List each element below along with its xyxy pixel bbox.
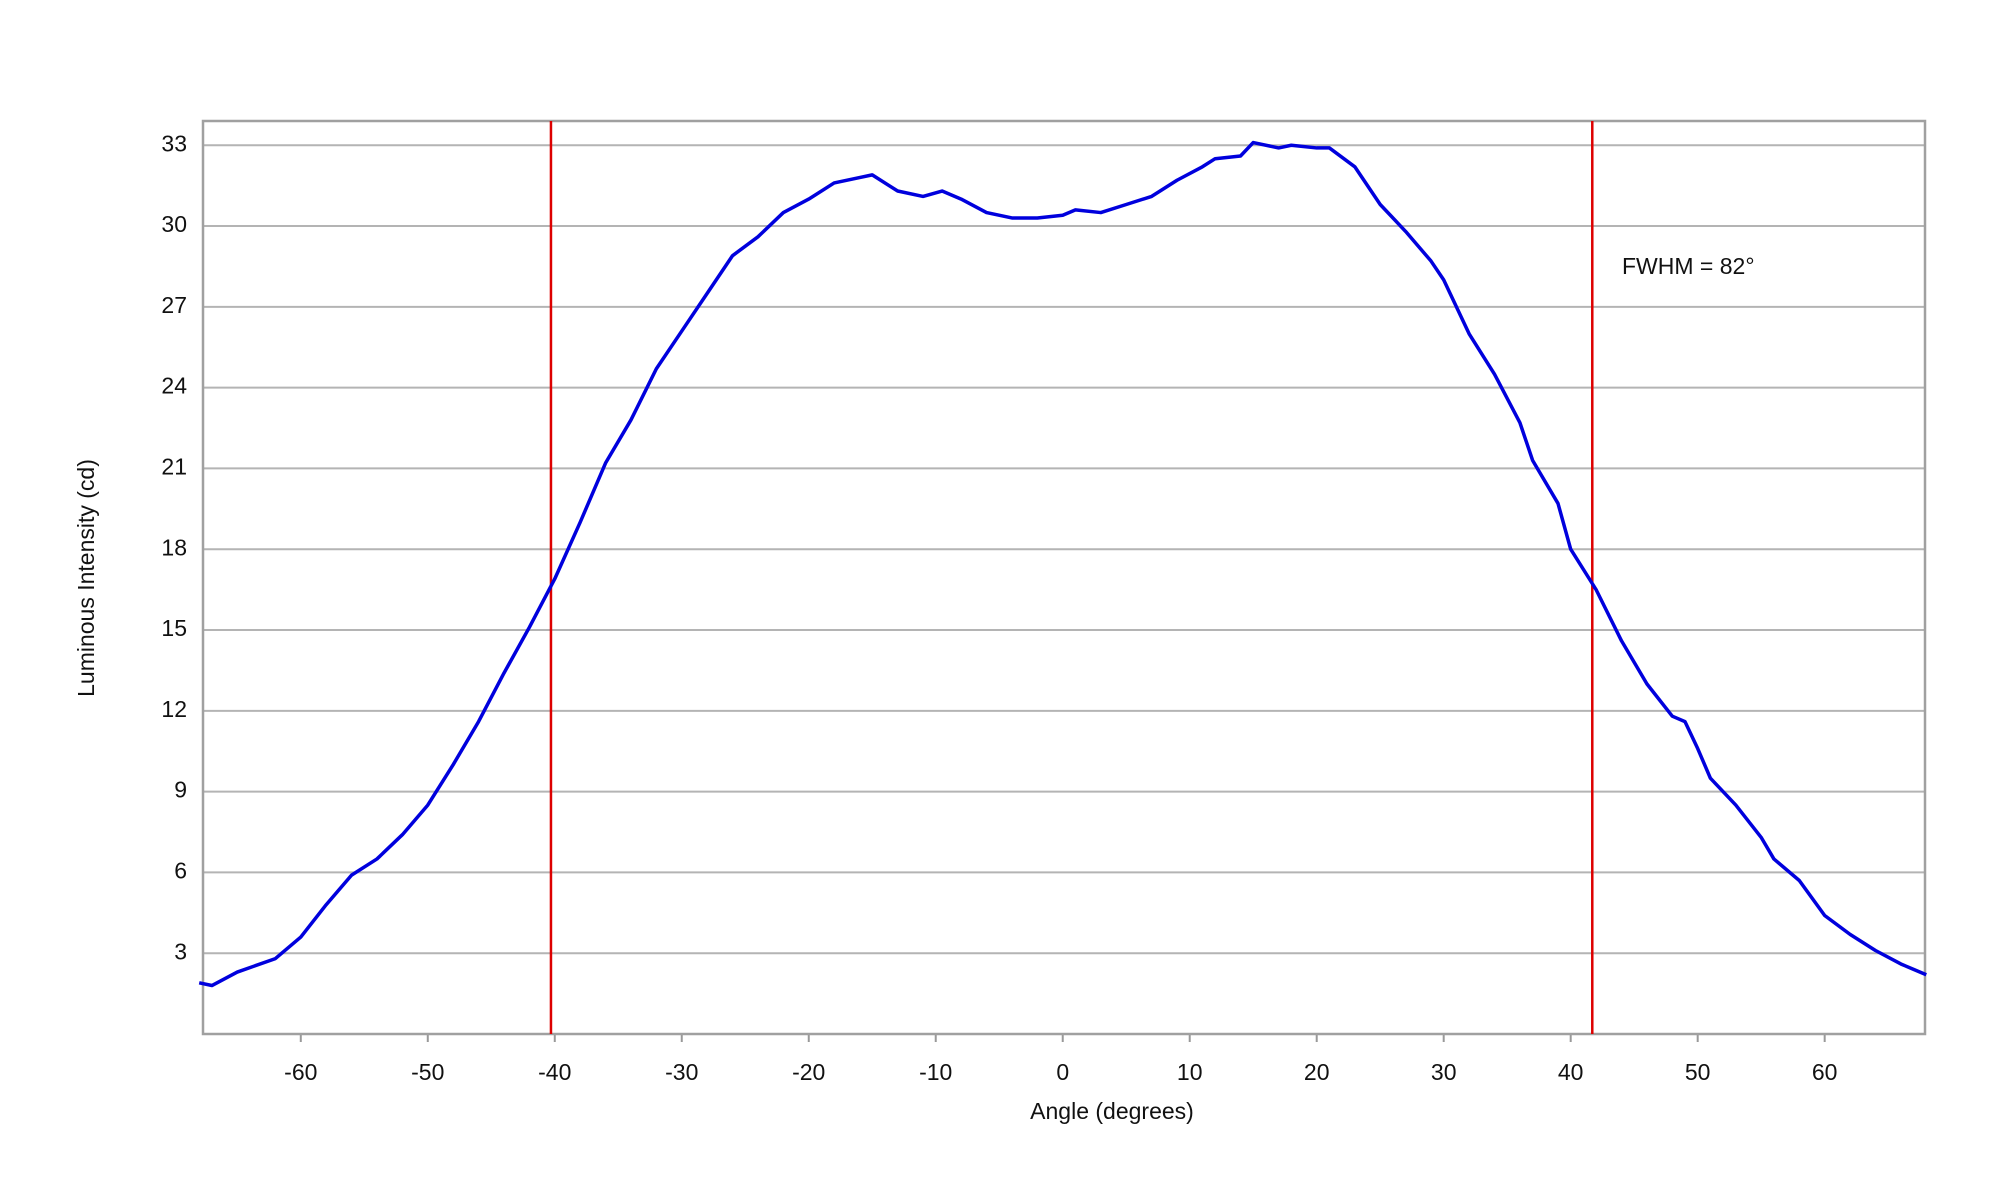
- y-tick-label: 21: [161, 454, 187, 480]
- y-tick-label: 6: [174, 857, 187, 883]
- y-tick-label: 18: [161, 534, 187, 560]
- x-tick-label: -10: [919, 1059, 952, 1085]
- y-tick-label: 12: [161, 696, 187, 722]
- x-tick-label: 50: [1685, 1059, 1711, 1085]
- y-tick-label: 15: [161, 615, 187, 641]
- x-tick-label: -30: [665, 1059, 698, 1085]
- y-tick-label: 33: [161, 130, 187, 156]
- x-tick-label: 60: [1812, 1059, 1838, 1085]
- line-series: [198, 140, 1927, 988]
- x-tick-label: -20: [792, 1059, 825, 1085]
- x-tick-label: 0: [1056, 1059, 1069, 1085]
- y-axis-label: Luminous Intensity (cd): [73, 459, 99, 697]
- x-tick-label: -60: [284, 1059, 317, 1085]
- plot-frame: [201, 119, 1927, 1036]
- x-tick-label: -40: [538, 1059, 571, 1085]
- y-tick-label: 3: [174, 938, 187, 964]
- annotation: FWHM = 82°: [1622, 253, 1755, 279]
- x-tick-label: 30: [1431, 1059, 1457, 1085]
- x-tick-label: 40: [1558, 1059, 1584, 1085]
- y-tick-label: 27: [161, 292, 187, 318]
- y-tick-label: 24: [161, 373, 187, 399]
- y-tick-label: 9: [174, 777, 187, 803]
- x-tick-label: 20: [1304, 1059, 1330, 1085]
- x-tick-label: 10: [1177, 1059, 1203, 1085]
- y-tick-label: 30: [161, 211, 187, 237]
- x-tick-label: -50: [411, 1059, 444, 1085]
- x-axis-label: Angle (degrees): [1030, 1098, 1194, 1124]
